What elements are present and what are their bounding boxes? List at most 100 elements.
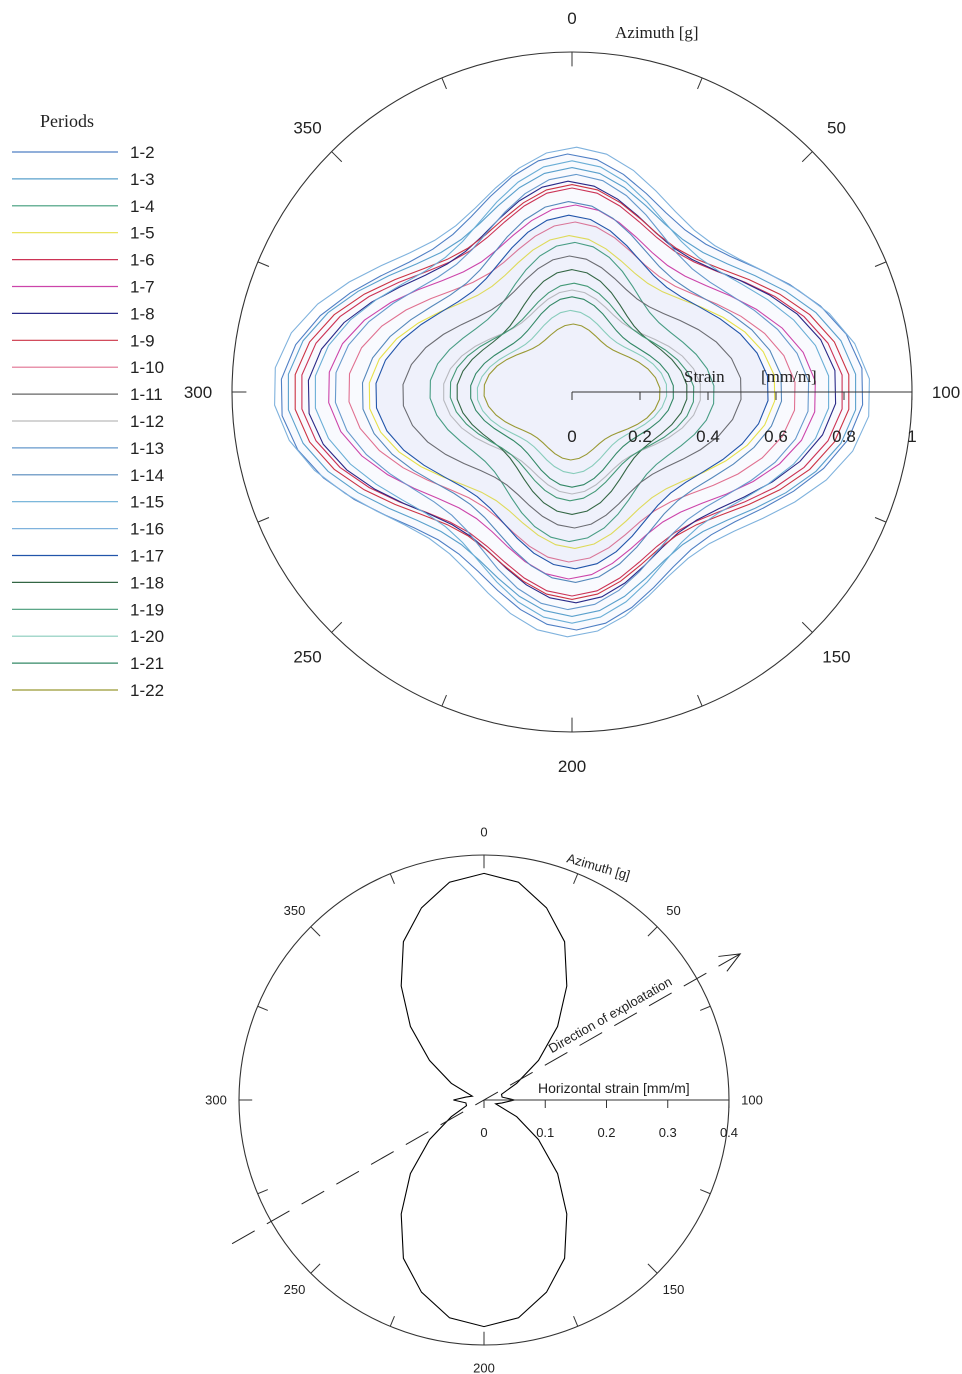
angle-tick-label-200: 200	[473, 1361, 495, 1374]
direction-line	[231, 953, 741, 1245]
series-1-12	[443, 289, 701, 495]
legend-label-1-8: 1-8	[130, 304, 155, 323]
angle-tick-325	[257, 261, 270, 267]
direction-arrowhead	[718, 953, 742, 972]
series-1-10	[348, 221, 796, 563]
angle-tick-label-250: 250	[293, 647, 321, 666]
legend-label-1-6: 1-6	[130, 251, 155, 270]
legend-label-1-20: 1-20	[130, 627, 164, 646]
series-1-15	[314, 160, 830, 624]
angle-tick-label-150: 150	[663, 1282, 685, 1297]
series-1-18	[456, 269, 688, 515]
direction-label: Direction of exploatation	[546, 974, 675, 1056]
series-group	[400, 872, 568, 1328]
series-1-8	[307, 180, 837, 604]
series-1-4	[429, 241, 715, 543]
angle-tick-label-300: 300	[184, 383, 212, 402]
series-1-13	[334, 173, 810, 611]
angle-tick-label-100: 100	[932, 383, 960, 402]
legend-label-1-3: 1-3	[130, 170, 155, 189]
angle-tick-225	[441, 694, 447, 707]
angle-tick-175	[697, 694, 703, 707]
radial-tick-label-0: 0	[480, 1125, 487, 1140]
legend-label-1-11: 1-11	[130, 385, 163, 404]
angle-axis-label: Azimuth [g]	[615, 23, 699, 42]
legend-items: 1-2 1-3 1-4 1-5 1-6 1-7 1-8 1-9 1-10 1-11 1-12 1-13…	[12, 143, 164, 700]
angle-axis-label: Azimuth [g]	[565, 850, 632, 882]
series-1-19	[449, 282, 695, 502]
legend-title: Periods	[40, 111, 94, 131]
angle-tick-225	[389, 1315, 395, 1327]
radial-tick-label-0.6: 0.6	[764, 427, 788, 446]
angle-tick-label-100: 100	[741, 1093, 763, 1108]
legend-label-1-2: 1-2	[130, 143, 155, 162]
angle-tick-50	[801, 151, 813, 163]
legend-label-1-16: 1-16	[130, 520, 164, 539]
radial-tick-label-1: 1	[907, 427, 916, 446]
legend-label-1-7: 1-7	[130, 278, 155, 297]
angle-tick-label-50: 50	[827, 118, 846, 137]
angle-tick-25	[573, 873, 579, 885]
angle-tick-25	[697, 77, 703, 90]
series-1-20	[476, 309, 668, 475]
series-1-14	[361, 201, 783, 583]
series-1-3	[287, 167, 857, 617]
angle-tick-label-50: 50	[666, 903, 680, 918]
series-1-5	[368, 235, 776, 549]
radial-tick-label-0.4: 0.4	[696, 427, 720, 446]
series-1-6	[301, 187, 843, 597]
radial-tick-label-0.2: 0.2	[628, 427, 652, 446]
angle-tick-175	[573, 1315, 579, 1327]
legend-label-1-10: 1-10	[130, 358, 164, 377]
radial-axis-label: Strain	[684, 367, 725, 386]
legend-label-1-4: 1-4	[130, 197, 155, 216]
angle-tick-label-0: 0	[480, 825, 487, 840]
angle-tick-label-150: 150	[822, 647, 850, 666]
angle-tick-325	[257, 1005, 269, 1011]
angle-tick-350	[310, 926, 321, 937]
angle-tick-label-350: 350	[293, 118, 321, 137]
radial-axis: 0 0.1 0.2 0.3 0.4	[480, 1099, 738, 1140]
angle-tick-75	[874, 261, 887, 267]
legend-label-1-12: 1-12	[130, 412, 164, 431]
angle-tick-350	[331, 151, 343, 163]
series-1-21	[470, 296, 674, 488]
angle-tick-275	[257, 1189, 269, 1195]
angle-tick-labels: 0 50 100 150 200 250 300 350	[184, 9, 960, 776]
radial-tick-label-0.4: 0.4	[720, 1125, 738, 1140]
angle-tick-125	[699, 1189, 711, 1195]
angle-tick-label-300: 300	[205, 1093, 227, 1108]
angle-tick-150	[647, 1263, 658, 1274]
radial-axis-label: Horizontal strain [mm/m]	[538, 1080, 690, 1096]
angle-tick-250	[310, 1263, 321, 1274]
radial-tick-label-0.3: 0.3	[659, 1125, 677, 1140]
series-horizontal-strain	[400, 872, 568, 1328]
angle-tick-label-200: 200	[558, 757, 586, 776]
legend-label-1-19: 1-19	[130, 600, 164, 619]
angle-tick-150	[801, 621, 813, 633]
angle-tick-label-0: 0	[567, 9, 576, 28]
angle-tick-labels: 0 50 100 150 200 250 300 350	[205, 825, 763, 1374]
radial-tick-label-0.1: 0.1	[536, 1125, 554, 1140]
series-1-9	[294, 184, 850, 600]
angle-tick-label-350: 350	[284, 903, 306, 918]
legend: Periods 1-2 1-3 1-4 1-5 1-6 1-7 1-8 1-9 1-10 1-11…	[12, 111, 164, 700]
legend-label-1-18: 1-18	[130, 573, 164, 592]
legend-label-1-17: 1-17	[130, 547, 164, 566]
angle-tick-50	[647, 926, 658, 937]
angle-tick-375	[389, 873, 395, 885]
polar-chart-horizontal-strain: 0 0.1 0.2 0.3 0.4 0 50 100 150 200 250 300 350 Azim…	[205, 825, 763, 1374]
series-1-22	[483, 323, 661, 461]
legend-label-1-21: 1-21	[130, 654, 164, 673]
radial-tick-label-0: 0	[567, 427, 576, 446]
radial-axis: 0 0.2 0.4 0.6 0.8 1	[567, 391, 917, 446]
radial-tick-label-0.2: 0.2	[597, 1125, 615, 1140]
angle-tick-label-250: 250	[284, 1282, 306, 1297]
series-1-16	[274, 146, 870, 638]
polar-chart-periods: 0 0.2 0.4 0.6 0.8 1 0 50 100 150 200 250 300 350 Azi…	[12, 9, 960, 776]
legend-label-1-22: 1-22	[130, 681, 164, 700]
legend-label-1-14: 1-14	[130, 466, 164, 485]
angle-tick-75	[699, 1005, 711, 1011]
series-1-11	[402, 255, 742, 529]
legend-label-1-5: 1-5	[130, 224, 155, 243]
